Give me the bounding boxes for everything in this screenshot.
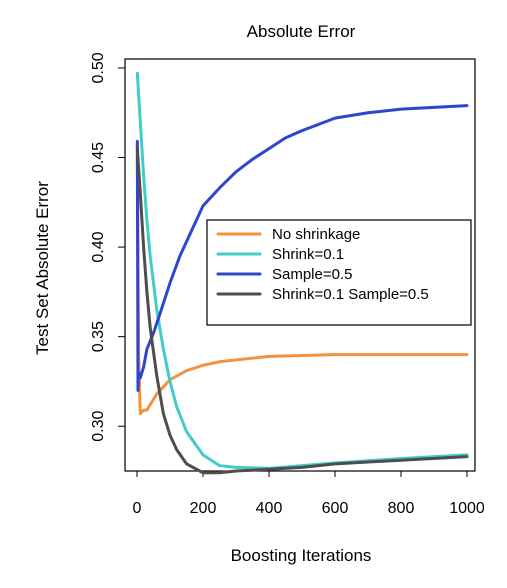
- x-tick-label-200: 200: [190, 500, 217, 517]
- y-axis: 0.30 0.35 0.40 0.45 0.50: [90, 52, 125, 442]
- series-layer: [135, 71, 469, 475]
- x-tick-label-600: 600: [322, 500, 349, 517]
- x-tick-label-800: 800: [388, 500, 415, 517]
- plot-frame: [124, 58, 476, 472]
- y-tick-label-0-4: 0.40: [90, 231, 107, 262]
- x-tick-label-400: 400: [256, 500, 283, 517]
- legend-label-1: No shrinkage: [272, 226, 360, 243]
- legend-box: [206, 219, 472, 326]
- legend-label-4: Shrink=0.1 Sample=0.5: [272, 286, 429, 303]
- y-tick-label-0-35: 0.35: [90, 321, 107, 352]
- y-tick-label-0-3: 0.30: [90, 411, 107, 442]
- x-tick-label-1000: 1000: [449, 500, 485, 517]
- series-line-2: [135, 71, 469, 470]
- y-axis-label: Test Set Absolute Error: [33, 181, 52, 355]
- x-axis: 0 200 400 600 800 1000: [133, 471, 485, 517]
- series-line-4: [135, 147, 469, 475]
- legend-label-2: Shrink=0.1: [272, 246, 344, 263]
- legend: No shrinkage Shrink=0.1 Sample=0.5 Shrink=0…: [206, 219, 472, 326]
- legend-label-3: Sample=0.5: [272, 266, 352, 283]
- y-tick-label-0-45: 0.45: [90, 142, 107, 173]
- chart-title: Absolute Error: [247, 22, 356, 41]
- series-line-1: [135, 143, 469, 416]
- x-axis-label: Boosting Iterations: [231, 546, 372, 565]
- x-tick-label-0: 0: [133, 500, 142, 517]
- y-tick-label-0-5: 0.50: [90, 52, 107, 83]
- series-line-3: [135, 104, 469, 392]
